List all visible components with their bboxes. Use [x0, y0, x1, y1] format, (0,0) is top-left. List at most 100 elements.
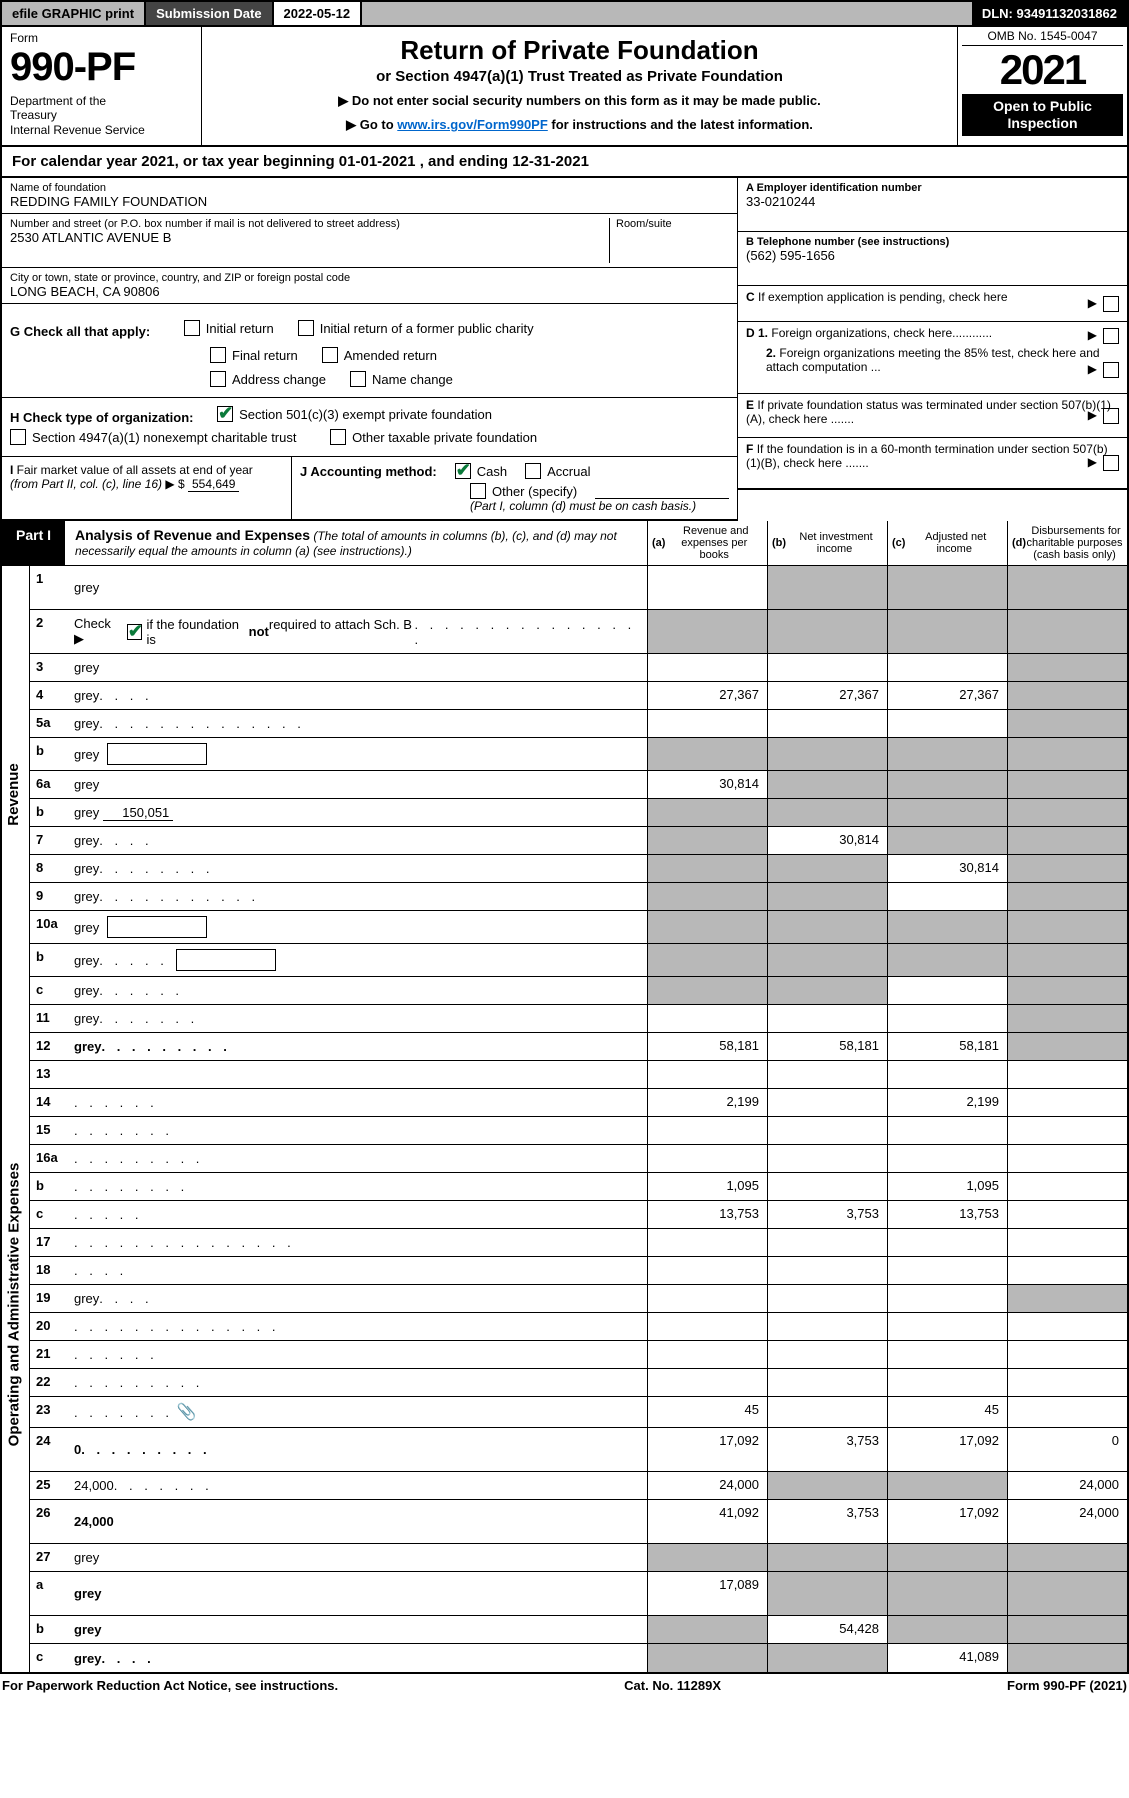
cell-col-b: [767, 1089, 887, 1116]
h-4947[interactable]: Section 4947(a)(1) nonexempt charitable …: [10, 429, 296, 445]
cell-col-c: 27,367: [887, 682, 1007, 709]
g-initial-return[interactable]: Initial return: [184, 320, 274, 336]
cell-col-c: [887, 1229, 1007, 1256]
j-accrual[interactable]: Accrual: [525, 463, 590, 479]
row-number: 23: [30, 1397, 70, 1427]
cell-col-b: [767, 1397, 887, 1427]
row-description: grey . . . . . . . . .: [70, 1033, 647, 1060]
table-row: 17 . . . . . . . . . . . . . . .: [30, 1229, 1127, 1257]
row-description: . . . . . .: [70, 1341, 647, 1368]
g-name-change[interactable]: Name change: [350, 371, 453, 387]
row-number: 2: [30, 610, 70, 653]
cell-col-a: [647, 710, 767, 737]
cell-col-c: 30,814: [887, 855, 1007, 882]
cell-col-d: [1007, 1033, 1127, 1060]
cell-col-b: [767, 944, 887, 976]
j-other[interactable]: Other (specify): [470, 483, 577, 499]
omb-number: OMB No. 1545-0047: [962, 29, 1123, 46]
j-cash[interactable]: Cash: [455, 463, 507, 479]
cell-col-b: [767, 610, 887, 653]
irs-link[interactable]: www.irs.gov/Form990PF: [397, 117, 548, 132]
checkbox-checked-icon: [455, 463, 471, 479]
cell-col-b: 3,753: [767, 1201, 887, 1228]
table-row: 3grey: [30, 654, 1127, 682]
row-description: grey: [70, 1544, 647, 1571]
form-number: 990-PF: [10, 45, 193, 90]
g-amended-return[interactable]: Amended return: [322, 347, 437, 363]
row-number: b: [30, 799, 70, 826]
ein-value: 33-0210244: [746, 194, 1119, 209]
cell-col-b: [767, 1544, 887, 1571]
attachment-icon[interactable]: 📎: [177, 1402, 197, 1422]
row-number: 4: [30, 682, 70, 709]
cell-col-a: [647, 1369, 767, 1396]
city-row: City or town, state or province, country…: [2, 268, 737, 304]
page-footer: For Paperwork Reduction Act Notice, see …: [0, 1674, 1129, 1697]
cell-col-d: 0: [1007, 1428, 1127, 1471]
cell-col-a: [647, 944, 767, 976]
form-instruction-1: ▶ Do not enter social security numbers o…: [214, 93, 945, 109]
row-description: grey: [70, 566, 647, 609]
e-checkbox[interactable]: [1103, 408, 1119, 424]
cell-col-d: [1007, 827, 1127, 854]
checkbox-icon: [184, 320, 200, 336]
info-grid: Name of foundation REDDING FAMILY FOUNDA…: [0, 178, 1129, 521]
cell-col-a: [647, 1257, 767, 1284]
row-number: 13: [30, 1061, 70, 1088]
row-description: grey . . . .: [70, 682, 647, 709]
table-row: b . . . . . . . .1,0951,095: [30, 1173, 1127, 1201]
f-checkbox[interactable]: [1103, 455, 1119, 471]
cell-col-d: [1007, 610, 1127, 653]
row-description: grey: [70, 911, 647, 943]
cell-col-c: [887, 1285, 1007, 1312]
d-row: D 1. Foreign organizations, check here..…: [738, 322, 1127, 394]
row-number: 12: [30, 1033, 70, 1060]
cell-col-a: [647, 1285, 767, 1312]
cell-col-d: [1007, 977, 1127, 1004]
part1-label: Part I: [2, 521, 65, 565]
side-labels: Revenue Operating and Administrative Exp…: [2, 566, 30, 1672]
c-checkbox[interactable]: [1103, 296, 1119, 312]
cell-col-b: [767, 799, 887, 826]
row-number: b: [30, 738, 70, 770]
cell-col-a: 1,095: [647, 1173, 767, 1200]
cell-col-a: [647, 610, 767, 653]
h-501c3[interactable]: Section 501(c)(3) exempt private foundat…: [217, 406, 492, 422]
d2-checkbox[interactable]: [1103, 362, 1119, 378]
d1-checkbox[interactable]: [1103, 328, 1119, 344]
row-number: b: [30, 1173, 70, 1200]
g-final-return[interactable]: Final return: [210, 347, 298, 363]
cell-col-d: [1007, 771, 1127, 798]
instr2-post: for instructions and the latest informat…: [548, 117, 813, 132]
cell-col-c: [887, 1257, 1007, 1284]
efile-print-label[interactable]: efile GRAPHIC print: [2, 2, 146, 25]
cell-col-a: [647, 654, 767, 681]
row-description: grey . . . . . . . .: [70, 855, 647, 882]
cell-col-c: [887, 1313, 1007, 1340]
arrow-icon: ▶: [1088, 362, 1097, 376]
rows-container: 1grey2Check ▶ if the foundation is not r…: [30, 566, 1127, 1672]
table-row: 13: [30, 1061, 1127, 1089]
cell-col-c: [887, 977, 1007, 1004]
checkbox-checked-icon: [217, 406, 233, 422]
arrow-icon: ▶: [1088, 296, 1097, 310]
g-address-change[interactable]: Address change: [210, 371, 326, 387]
footer-right: Form 990-PF (2021): [1007, 1678, 1127, 1693]
cell-col-b: [767, 1644, 887, 1672]
i-prefix: ▶ $: [165, 477, 184, 491]
table-row: 20 . . . . . . . . . . . . . .: [30, 1313, 1127, 1341]
table-row: 2624,00041,0923,75317,09224,000: [30, 1500, 1127, 1544]
row-description: grey: [70, 1616, 647, 1643]
f-label: If the foundation is in a 60-month termi…: [746, 442, 1108, 470]
h-other-taxable[interactable]: Other taxable private foundation: [330, 429, 537, 445]
e-label: If private foundation status was termina…: [746, 398, 1111, 426]
table-row: 22 . . . . . . . . .: [30, 1369, 1127, 1397]
cell-col-c: 2,199: [887, 1089, 1007, 1116]
cell-col-b: [767, 1369, 887, 1396]
row-number: 16a: [30, 1145, 70, 1172]
arrow-icon: ▶: [1088, 328, 1097, 342]
cell-col-c: 17,092: [887, 1500, 1007, 1543]
table-row: 10agrey: [30, 911, 1127, 944]
cell-col-c: [887, 1341, 1007, 1368]
g-initial-former[interactable]: Initial return of a former public charit…: [298, 320, 534, 336]
